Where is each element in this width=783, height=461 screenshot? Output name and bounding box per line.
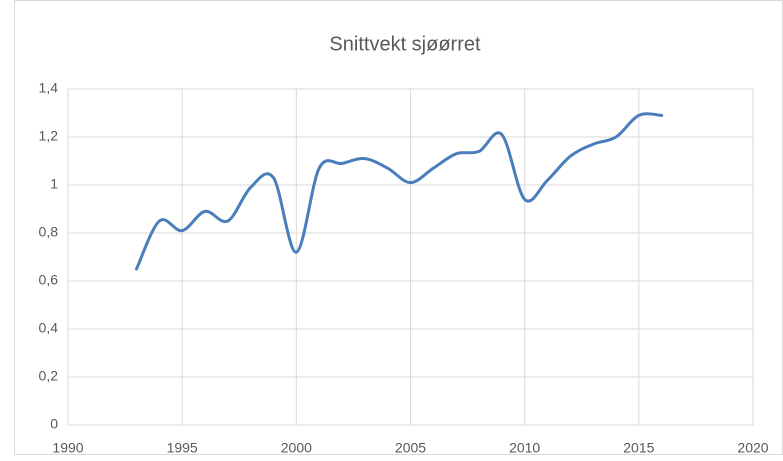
y-tick-label: 1,2 bbox=[39, 128, 59, 144]
x-tick-label: 2000 bbox=[281, 440, 312, 456]
y-tick-label: 0 bbox=[50, 416, 58, 432]
x-tick-label: 2010 bbox=[509, 440, 540, 456]
y-tick-label: 0,6 bbox=[39, 272, 59, 288]
line bbox=[135, 112, 664, 271]
y-tick-label: 1,4 bbox=[39, 80, 59, 96]
x-tick-label: 1990 bbox=[52, 440, 83, 456]
x-tick-label: 1995 bbox=[167, 440, 198, 456]
y-tick-label: 0,8 bbox=[39, 224, 59, 240]
x-tick-label: 2015 bbox=[623, 440, 654, 456]
y-tick-label: 0,2 bbox=[39, 368, 59, 384]
y-tick-label: 0,4 bbox=[39, 320, 59, 336]
chart-border bbox=[14, 0, 783, 455]
x-tick-label: 2020 bbox=[737, 440, 768, 456]
y-tick-label: 1 bbox=[50, 176, 58, 192]
x-tick-label: 2005 bbox=[395, 440, 426, 456]
chart-title: Snittvekt sjøørret bbox=[329, 33, 481, 55]
